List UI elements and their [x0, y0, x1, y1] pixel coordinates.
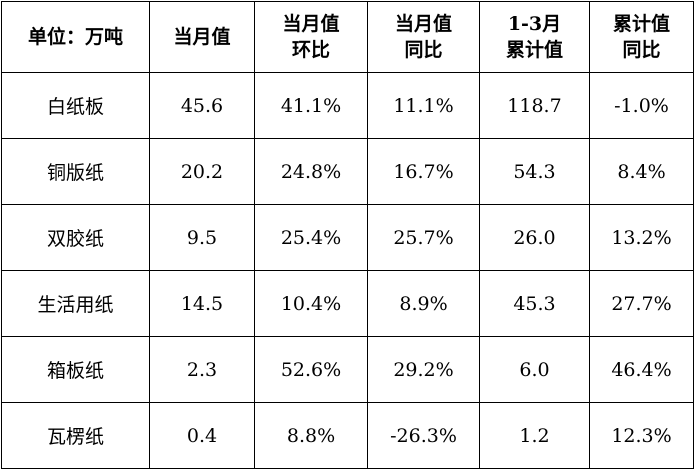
row-label: 铜版纸	[1, 138, 150, 205]
header-cell: 单位：万吨	[1, 1, 150, 73]
header-cell: 1-3月累计值	[479, 1, 590, 73]
header-cell: 当月值 环比	[254, 1, 368, 73]
table-row: 箱板纸 2.3 52.6% 29.2% 6.0 46.4%	[1, 336, 694, 403]
row-label: 生活用纸	[1, 270, 150, 337]
table-row: 铜版纸 20.2 24.8% 16.7% 54.3 8.4%	[1, 138, 694, 205]
table-cell: 118.7	[479, 72, 590, 139]
table-cell: 45.6	[149, 72, 255, 139]
table-cell: 25.4%	[254, 204, 368, 271]
table-cell: 24.8%	[254, 138, 368, 205]
table-cell: 52.6%	[254, 336, 368, 403]
header-text: 当月值	[173, 26, 231, 48]
header-text: 累计值	[612, 13, 670, 35]
table-cell: 45.3	[479, 270, 590, 337]
table-cell: 26.0	[479, 204, 590, 271]
table-row: 生活用纸 14.5 10.4% 8.9% 45.3 27.7%	[1, 270, 694, 337]
table-cell: 10.4%	[254, 270, 368, 337]
table-row: 瓦楞纸 0.4 8.8% -26.3% 1.2 12.3%	[1, 402, 694, 469]
table-cell: 9.5	[149, 204, 255, 271]
header-row: 单位：万吨 当月值 当月值 环比 当月值 同比 1-3月 累计值 累计值 同比	[1, 1, 694, 73]
header-text: 当月值	[282, 13, 340, 35]
header-text: 同比	[622, 39, 661, 61]
header-text: 环比	[291, 39, 330, 61]
header-cell: 累计值 同比	[589, 1, 694, 73]
header-text: 单位：万吨	[27, 26, 123, 48]
table-cell: 6.0	[479, 336, 590, 403]
table-cell: 27.7%	[589, 270, 694, 337]
table-row: 白纸板 45.6 41.1% 11.1% 118.7 -1.0%	[1, 72, 694, 139]
table-cell: 8.9%	[367, 270, 480, 337]
table-cell: 8.8%	[254, 402, 368, 469]
header-text: 1-3月	[507, 13, 562, 35]
header-text: 当月值	[394, 13, 452, 35]
row-label: 白纸板	[1, 72, 150, 139]
header-text: 累计值	[505, 39, 563, 61]
table-cell: 13.2%	[589, 204, 694, 271]
header-text: 同比	[404, 39, 443, 61]
table-cell: 2.3	[149, 336, 255, 403]
table-cell: 29.2%	[367, 336, 480, 403]
table-cell: 41.1%	[254, 72, 368, 139]
table-cell: -26.3%	[367, 402, 480, 469]
row-label: 瓦楞纸	[1, 402, 150, 469]
row-label: 双胶纸	[1, 204, 150, 271]
table-cell: 0.4	[149, 402, 255, 469]
table-cell: 25.7%	[367, 204, 480, 271]
table-cell: 46.4%	[589, 336, 694, 403]
table-cell: 11.1%	[367, 72, 480, 139]
header-cell: 当月值 同比	[367, 1, 480, 73]
table-cell: -1.0%	[589, 72, 694, 139]
table-cell: 16.7%	[367, 138, 480, 205]
row-label: 箱板纸	[1, 336, 150, 403]
header-cell: 当月值	[149, 1, 255, 73]
table-cell: 20.2	[149, 138, 255, 205]
table-row: 双胶纸 9.5 25.4% 25.7% 26.0 13.2%	[1, 204, 694, 271]
table-cell: 54.3	[479, 138, 590, 205]
table-cell: 12.3%	[589, 402, 694, 469]
table-cell: 14.5	[149, 270, 255, 337]
table-cell: 8.4%	[589, 138, 694, 205]
table-cell: 1.2	[479, 402, 590, 469]
table-body: 白纸板 45.6 41.1% 11.1% 118.7 -1.0% 铜版纸 20.2 24.8% 1…	[1, 72, 694, 469]
